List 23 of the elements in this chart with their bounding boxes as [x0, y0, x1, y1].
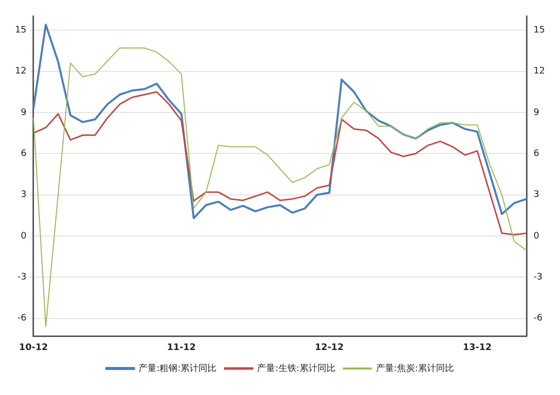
x-tick-label: 12-12	[314, 342, 344, 353]
x-tick-label: 11-12	[166, 342, 196, 353]
y2-tick-label: 3	[534, 190, 540, 200]
x-tick-label: 10-12	[19, 342, 48, 353]
y2-tick-label: -6	[534, 314, 543, 324]
y-tick-label: 3	[20, 190, 26, 200]
y-tick-label: 12	[15, 66, 26, 77]
y-tick-label: 0	[20, 231, 27, 242]
legend-label: 产量:粗钢:累计同比	[138, 362, 217, 374]
y2-tick-label: 6	[534, 148, 540, 159]
legend-label: 产量:生铁:累计同比	[257, 362, 336, 374]
y-tick-label: 6	[20, 148, 27, 159]
y-tick-label: 9	[20, 108, 27, 118]
y-tick-label: -3	[17, 272, 26, 283]
y2-tick-label: 9	[534, 108, 540, 118]
y2-tick-label: 0	[534, 231, 540, 242]
y2-tick-label: 15	[534, 25, 545, 36]
y-tick-label: -6	[17, 314, 27, 324]
y2-tick-label: 12	[534, 66, 545, 77]
y2-tick-label: -3	[534, 272, 543, 283]
y-tick-label: 15	[15, 25, 26, 36]
x-tick-label: 13-12	[462, 342, 492, 353]
legend-label: 产量:焦炭:累计同比	[376, 362, 454, 374]
